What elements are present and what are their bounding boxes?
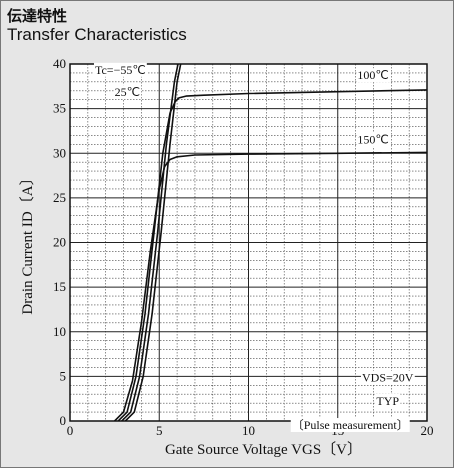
label-25c: 25℃ bbox=[113, 85, 142, 100]
curve-25c bbox=[121, 64, 179, 421]
y-tick-label: 35 bbox=[53, 101, 66, 116]
x-tick-label: 0 bbox=[67, 423, 74, 438]
x-tick-label: 10 bbox=[242, 423, 255, 438]
x-tick-label: 20 bbox=[421, 423, 434, 438]
annotation-pulse: 〔Pulse measurement〕 bbox=[290, 418, 410, 433]
label-tc-minus55: Tc=−55℃ bbox=[93, 62, 147, 77]
curve-100c bbox=[117, 89, 427, 421]
series-label-text: Tc=−55℃ bbox=[95, 63, 146, 77]
y-tick-label: 20 bbox=[53, 235, 66, 250]
annotation-vds: VDS=20V bbox=[361, 370, 415, 385]
y-tick-label: 10 bbox=[53, 324, 66, 339]
curve-tc-minus55 bbox=[124, 64, 182, 421]
x-tick-label: 5 bbox=[156, 423, 163, 438]
chart-title-english: Transfer Characteristics bbox=[7, 25, 187, 44]
chart-title-japanese: 伝達特性 bbox=[7, 7, 68, 25]
annotation-typ: TYP bbox=[375, 393, 401, 408]
series-label-text: 100℃ bbox=[357, 68, 388, 82]
label-150c: 150℃ bbox=[356, 132, 390, 147]
y-tick-label: 40 bbox=[53, 56, 66, 71]
series-label-text: 150℃ bbox=[357, 132, 388, 146]
y-tick-label: 30 bbox=[53, 145, 66, 160]
y-tick-label: 5 bbox=[60, 368, 67, 383]
y-tick-label: 15 bbox=[53, 279, 66, 294]
label-100c: 100℃ bbox=[356, 68, 390, 83]
annotation-text: TYP bbox=[376, 394, 399, 408]
x-axis-title: Gate Source Voltage VGS〔V〕 bbox=[165, 441, 362, 458]
annotation-text: VDS=20V bbox=[362, 371, 414, 385]
y-tick-label: 0 bbox=[60, 413, 67, 428]
annotation-text: 〔Pulse measurement〕 bbox=[292, 418, 409, 432]
y-axis-title: Drain Current ID〔A〕 bbox=[19, 170, 36, 314]
series-label-text: 25℃ bbox=[115, 85, 140, 99]
plot-border bbox=[69, 63, 428, 422]
curve-150c bbox=[114, 151, 427, 421]
y-tick-label: 25 bbox=[53, 190, 66, 205]
